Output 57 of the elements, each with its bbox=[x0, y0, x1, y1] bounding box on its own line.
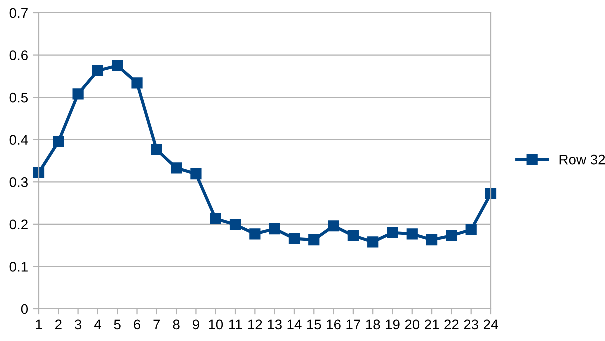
x-tick-label: 22 bbox=[444, 320, 459, 330]
point bbox=[230, 219, 242, 230]
point bbox=[72, 88, 84, 100]
x-tick-label: 5 bbox=[114, 320, 121, 330]
x-tick-label: 11 bbox=[229, 320, 242, 330]
point bbox=[446, 230, 458, 242]
x-tick-label: 16 bbox=[327, 320, 341, 330]
x-tick-label: 1 bbox=[36, 320, 42, 330]
point bbox=[387, 227, 398, 238]
y-tick-label: 0.1 bbox=[10, 262, 28, 272]
x-tick-label: 2 bbox=[55, 320, 62, 330]
point bbox=[171, 162, 182, 174]
x-tick-label: 12 bbox=[248, 320, 262, 330]
x-tick-label: 14 bbox=[288, 320, 302, 330]
point bbox=[288, 233, 300, 244]
point bbox=[151, 144, 162, 156]
x-tick-label: 15 bbox=[307, 320, 322, 330]
x-tick-label: 24 bbox=[484, 320, 498, 330]
x-tick-label: 13 bbox=[268, 320, 282, 330]
y-tick-label: 0 bbox=[21, 304, 28, 314]
x-tick-label: 19 bbox=[386, 320, 400, 330]
point bbox=[112, 60, 124, 72]
point bbox=[53, 136, 64, 148]
point bbox=[466, 224, 477, 236]
point bbox=[426, 234, 438, 246]
point bbox=[328, 220, 340, 232]
x-tick-label: 20 bbox=[405, 320, 420, 330]
x-tick-label: 23 bbox=[464, 320, 478, 330]
point bbox=[368, 236, 379, 248]
x-tick-label: 3 bbox=[74, 320, 82, 330]
y-tick-label: 0.7 bbox=[10, 8, 28, 18]
point bbox=[250, 228, 261, 240]
x-tick-label: 6 bbox=[134, 320, 141, 330]
point bbox=[210, 213, 222, 224]
x-tick-label: 17 bbox=[346, 320, 360, 330]
legend-label: Row 32 bbox=[560, 154, 605, 165]
point bbox=[92, 65, 104, 76]
point bbox=[406, 228, 418, 240]
x-tick-label: 10 bbox=[209, 320, 224, 330]
y-tick-label: 0.4 bbox=[10, 135, 28, 146]
x-tick-label: 8 bbox=[173, 320, 180, 330]
y-tick-label: 0.3 bbox=[10, 177, 28, 188]
point bbox=[348, 230, 359, 242]
y-tick-label: 0.5 bbox=[10, 92, 28, 103]
x-tick-label: 18 bbox=[366, 320, 380, 330]
point bbox=[33, 167, 45, 178]
point bbox=[132, 78, 143, 89]
y-tick-label: 0.6 bbox=[10, 50, 28, 60]
point bbox=[269, 224, 280, 235]
point bbox=[190, 168, 202, 180]
point bbox=[485, 188, 497, 200]
x-tick-label: 9 bbox=[193, 320, 200, 330]
y-tick-label: 0.2 bbox=[10, 220, 28, 230]
x-tick-label: 4 bbox=[94, 320, 102, 330]
point bbox=[308, 234, 320, 246]
x-tick-label: 21 bbox=[425, 320, 440, 330]
x-tick-label: 7 bbox=[154, 320, 160, 330]
